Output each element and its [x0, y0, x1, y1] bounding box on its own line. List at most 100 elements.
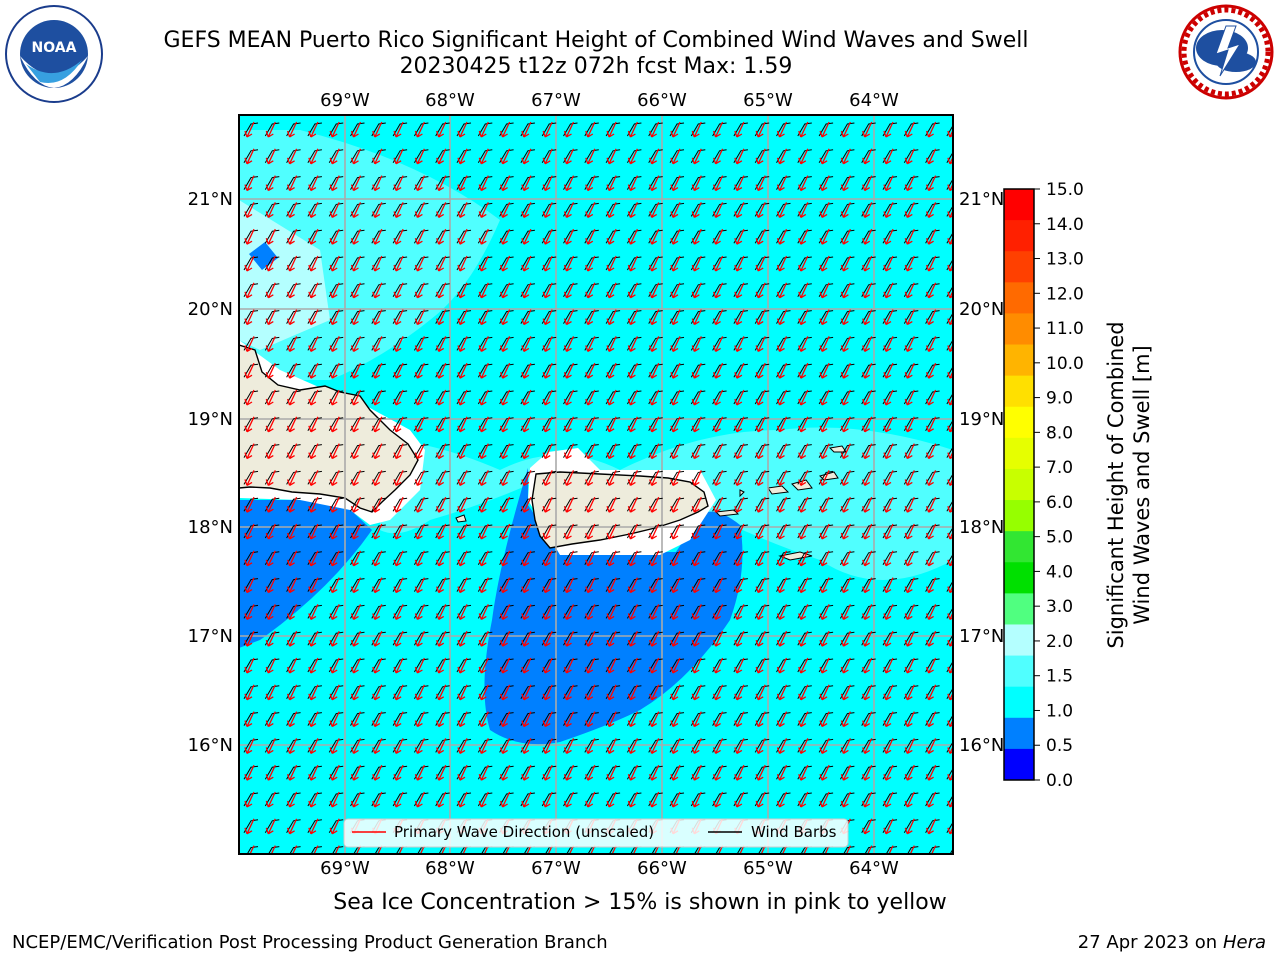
- wind-barb: [776, 336, 791, 351]
- wave-direction-arrow: [819, 416, 830, 433]
- wind-barb: [307, 176, 322, 190]
- wind-barb: [371, 283, 386, 298]
- wind-barb: [328, 551, 344, 566]
- wind-barb: [243, 202, 259, 217]
- wave-direction-arrow: [670, 630, 681, 647]
- wind-barb: [541, 497, 557, 512]
- wind-barb: [776, 685, 791, 700]
- wave-direction-arrow: [542, 523, 553, 540]
- wave-direction-arrow: [372, 764, 383, 781]
- wave-direction-arrow: [904, 470, 915, 486]
- wave-direction-arrow: [350, 657, 362, 674]
- wind-barb: [797, 149, 812, 164]
- wind-barb: [243, 444, 259, 458]
- wind-barb: [456, 738, 472, 753]
- wave-direction-arrow: [457, 175, 468, 192]
- wind-barb: [903, 738, 919, 753]
- wind-barb: [584, 578, 599, 592]
- wave-direction-arrow: [542, 309, 553, 326]
- wind-barb: [435, 497, 450, 512]
- wind-barb: [435, 122, 450, 137]
- wind-barb: [584, 256, 599, 271]
- wave-direction-arrow: [286, 416, 298, 433]
- wind-barb: [392, 363, 408, 378]
- wind-barb: [477, 792, 493, 807]
- wave-direction-arrow: [244, 684, 255, 701]
- wave-direction-arrow: [755, 121, 766, 138]
- wave-direction-arrow: [840, 255, 851, 272]
- wave-direction-arrow: [457, 121, 468, 138]
- wind-barb: [690, 578, 706, 592]
- wave-direction-arrow: [244, 175, 255, 192]
- wave-direction-arrow: [499, 791, 511, 808]
- wind-barb: [520, 792, 535, 807]
- wind-barb: [350, 631, 365, 646]
- wind-barb: [477, 685, 493, 700]
- wave-direction-arrow: [478, 577, 489, 594]
- wind-barb: [350, 176, 365, 190]
- wind-barb: [776, 604, 791, 619]
- wind-barb: [392, 792, 408, 807]
- colorbar-band: [1004, 437, 1034, 470]
- wind-barb: [264, 283, 280, 298]
- wind-barb: [903, 470, 919, 485]
- wave-direction-arrow: [563, 604, 575, 620]
- wind-barb: [541, 470, 557, 485]
- wind-barb: [925, 176, 940, 190]
- wave-direction-arrow: [925, 684, 937, 701]
- wind-barb: [371, 336, 386, 351]
- wave-direction-arrow: [436, 362, 447, 379]
- wind-barb: [605, 390, 621, 405]
- wave-direction-arrow: [883, 550, 894, 567]
- land-virgin-islands: [739, 471, 839, 561]
- wave-direction-arrow: [542, 657, 553, 674]
- wave-direction-arrow: [925, 121, 937, 138]
- wave-direction-arrow: [734, 443, 745, 460]
- wave-direction-arrow: [414, 496, 425, 513]
- wave-direction-arrow: [499, 309, 511, 326]
- wind-barb: [605, 524, 621, 539]
- wave-direction-arrow: [329, 309, 340, 326]
- wave-direction-arrow: [691, 630, 702, 647]
- wind-barb: [435, 631, 450, 646]
- wind-barb: [392, 685, 408, 700]
- wave-direction-arrow: [393, 416, 404, 433]
- wind-barb: [350, 390, 365, 405]
- wind-barb: [520, 202, 535, 217]
- wind-barb: [946, 258, 953, 271]
- wave-direction-arrow: [308, 523, 319, 540]
- wind-barb: [435, 658, 450, 673]
- colorbar-band: [1004, 562, 1034, 594]
- wave-direction-arrow: [436, 684, 447, 701]
- wind-barb: [903, 417, 919, 432]
- wave-direction-arrow: [265, 175, 276, 192]
- colorbar-band: [1004, 531, 1034, 563]
- wave-direction-arrow: [372, 791, 383, 808]
- wind-barb: [286, 578, 301, 592]
- colorbar-band: [1004, 500, 1034, 532]
- wind-barb: [776, 792, 791, 807]
- wind-barb: [413, 122, 429, 137]
- wave-direction-arrow: [350, 175, 362, 192]
- wind-barb: [584, 390, 599, 405]
- wave-direction-arrow: [372, 389, 383, 406]
- wind-barb: [456, 658, 472, 673]
- lon-label-bottom: 66°W: [637, 858, 687, 879]
- wind-barb: [286, 819, 301, 834]
- wind-barb: [925, 792, 940, 807]
- wave-direction-arrow: [862, 711, 873, 728]
- wind-barb: [776, 658, 791, 673]
- wind-barb: [264, 336, 280, 351]
- wind-barb: [797, 578, 812, 592]
- wave-direction-arrow: [883, 604, 894, 620]
- wave-direction-arrow: [521, 550, 532, 567]
- wind-barb: [584, 176, 599, 190]
- wave-direction-arrow: [478, 336, 489, 352]
- wave-direction-arrow: [712, 496, 724, 513]
- wind-barb: [946, 365, 953, 378]
- wave-direction-arrow: [393, 711, 404, 728]
- wind-barb: [925, 470, 940, 485]
- wave-direction-arrow: [457, 470, 468, 486]
- wind-barb: [776, 712, 791, 726]
- wave-direction-arrow: [904, 764, 915, 781]
